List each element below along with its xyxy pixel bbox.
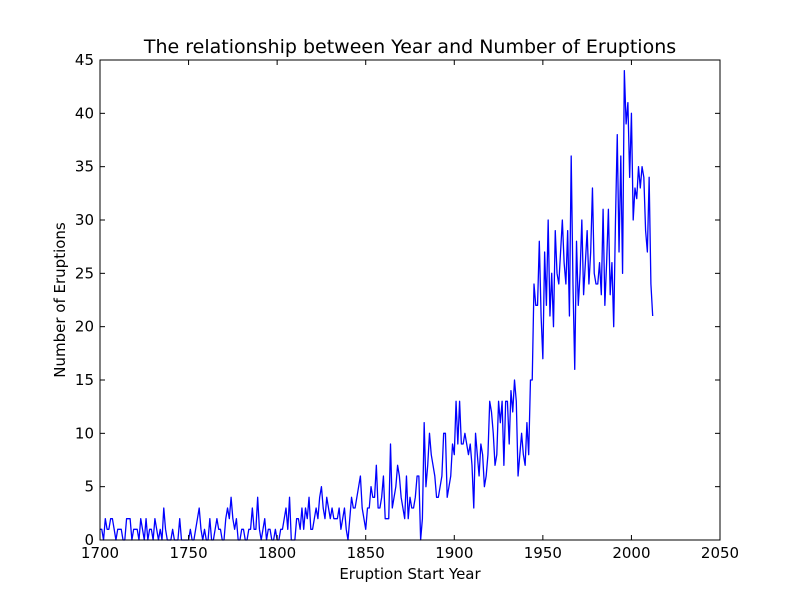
axes-frame [99, 59, 721, 541]
x-tick-label: 1750 [169, 544, 207, 562]
y-tick-label: 40 [75, 104, 94, 122]
y-tick-label: 25 [75, 264, 94, 282]
x-tick-label: 2000 [612, 544, 650, 562]
x-tick-label: 1700 [81, 544, 119, 562]
y-tick-label: 10 [75, 424, 94, 442]
y-tick-label: 0 [84, 531, 94, 549]
x-tick-label: 2050 [701, 544, 739, 562]
x-tick-label: 1850 [347, 544, 385, 562]
y-tick-label: 5 [84, 478, 94, 496]
plot-area: 1700 1750 1800 1850 1900 1950 2000 2050 0 5 10 15 20… [75, 51, 739, 562]
x-tick-label: 1800 [258, 544, 296, 562]
y-tick-label: 30 [75, 211, 94, 229]
y-tick-label: 35 [75, 158, 94, 176]
y-tick-label: 20 [75, 318, 94, 336]
y-axis-title: Number of Eruptions [51, 222, 69, 378]
y-tick-label: 45 [75, 51, 94, 69]
chart-title: The relationship between Year and Number… [143, 36, 676, 58]
x-axis-title: Eruption Start Year [339, 565, 481, 583]
x-tick-label: 1950 [524, 544, 562, 562]
x-tick-label: 1900 [435, 544, 473, 562]
y-tick-label: 15 [75, 371, 94, 389]
